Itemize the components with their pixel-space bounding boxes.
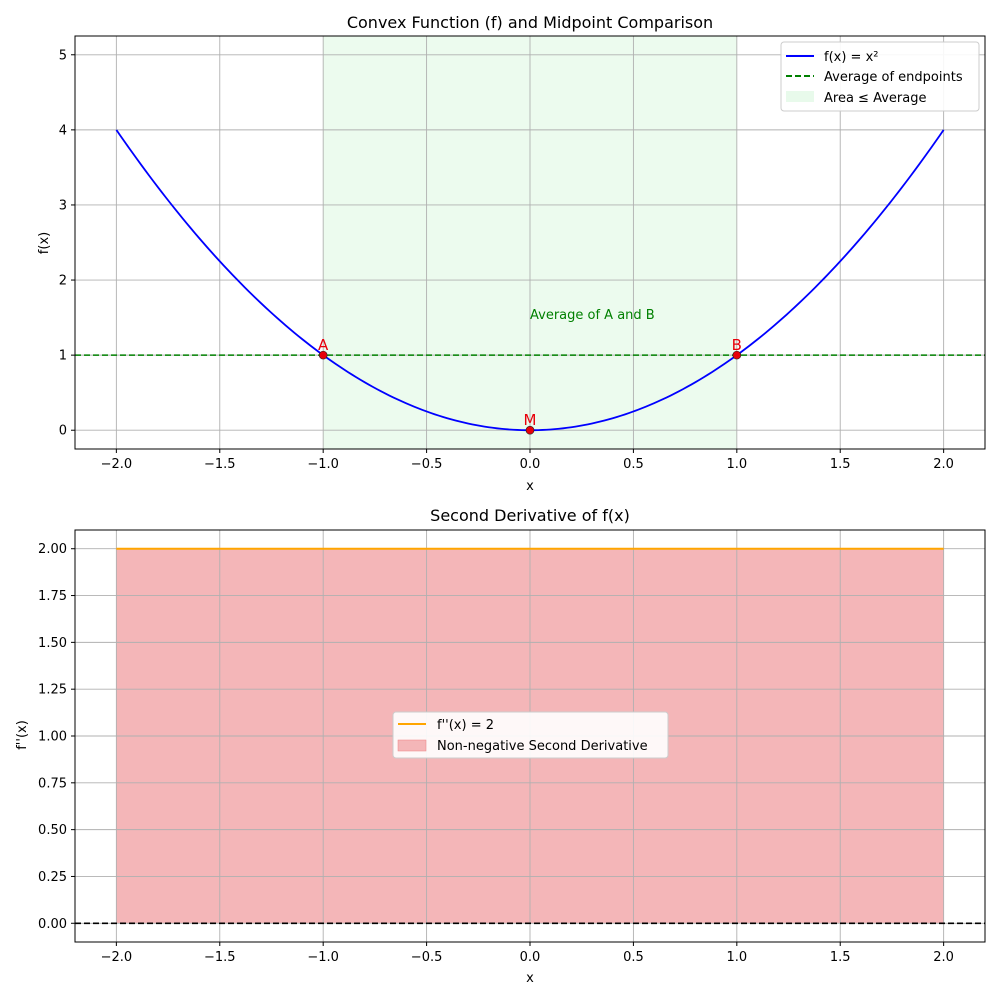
panel2-ytick-label: 0.00 (38, 917, 67, 932)
point-b (732, 350, 742, 360)
panel1-ytick-label: 3 (59, 198, 67, 213)
panel1-xtick-label: 0.5 (623, 457, 644, 472)
legend-label-second-derivative: f''(x) = 2 (437, 718, 494, 733)
panel2-legend-box (392, 711, 669, 759)
point-label-m: M (524, 411, 537, 429)
panel2-xtick-label: 1.0 (726, 950, 747, 965)
panel1-annotation: Average of A and B (530, 308, 655, 323)
legend-label-area: Area ≤ Average (824, 91, 926, 106)
panel1-yticks: 0 1 2 3 4 5 (59, 48, 75, 439)
panel2-xtick-label: −1.0 (307, 950, 339, 965)
panel2-xtick-label: 0.5 (623, 950, 644, 965)
panel2-xtick-label: −2.0 (101, 950, 133, 965)
legend-label-average: Average of endpoints (824, 70, 963, 85)
panel2-xticks: −2.0 −1.5 −1.0 −0.5 0.0 0.5 1.0 1.5 2.0 (101, 942, 954, 965)
panel2-lines-layer (75, 547, 985, 925)
panel2-ytick-label: 0.75 (38, 776, 67, 791)
panel2-legend: f''(x) = 2 Non-negative Second Derivativ… (392, 711, 669, 759)
legend-label-nonnegative: Non-negative Second Derivative (437, 739, 648, 754)
panel1-title: Convex Function (f) and Midpoint Compari… (347, 13, 713, 32)
panel1-xtick-label: −0.5 (411, 457, 443, 472)
panel1-ytick-label: 4 (59, 123, 67, 138)
point-label-b: B (732, 336, 742, 354)
panel2-ytick-label: 2.00 (38, 542, 67, 557)
panel1-xtick-label: −2.0 (101, 457, 133, 472)
panel1-legend: f(x) = x² Average of endpoints Area ≤ Av… (780, 41, 980, 112)
panel1-ylabel: f(x) (37, 232, 52, 254)
panel1-xlabel: x (526, 479, 534, 494)
panel1-xtick-label: 1.0 (726, 457, 747, 472)
panel2-ytick-label: 1.25 (38, 683, 67, 698)
panel1-legend-box (780, 41, 980, 112)
panel1-ytick-label: 0 (59, 424, 67, 439)
panel1-ytick-label: 1 (59, 349, 67, 364)
panel2-xtick-label: −0.5 (411, 950, 443, 965)
point-a (318, 350, 328, 360)
legend-label-fx: f(x) = x² (824, 50, 878, 65)
panel2-xlabel: x (526, 971, 534, 986)
panel2-ytick-label: 0.25 (38, 870, 67, 885)
second-derivative-panel: Second Derivative of f(x) x f''(x) −2.0−… (15, 506, 986, 986)
legend-swatch-area (786, 91, 814, 102)
convex-function-panel: Convex Function (f) and Midpoint Compari… (37, 13, 986, 494)
legend-swatch-nonnegative (397, 739, 427, 752)
panel2-xtick-label: 0.0 (520, 950, 541, 965)
panel2-ytick-label: 1.50 (38, 636, 67, 651)
panel2-title: Second Derivative of f(x) (430, 506, 630, 525)
panel1-xtick-label: −1.5 (204, 457, 236, 472)
panel1-xtick-label: 2.0 (933, 457, 954, 472)
panel1-xtick-label: −1.0 (307, 457, 339, 472)
panel2-xtick-label: 2.0 (933, 950, 954, 965)
panel1-xtick-label: 0.0 (520, 457, 541, 472)
panel2-xtick-label: 1.5 (830, 950, 851, 965)
panel1-ytick-label: 2 (59, 274, 67, 289)
panel2-xtick-label: −1.5 (204, 950, 236, 965)
panel1-xtick-label: 1.5 (830, 457, 851, 472)
panel2-yticks: 0.00 0.25 0.50 0.75 1.00 1.25 1.50 1.75 2.00 (38, 542, 75, 932)
panel2-ytick-label: 1.00 (38, 730, 67, 745)
point-m (525, 425, 535, 435)
panel1-points-layer: A B M (318, 336, 742, 435)
panel2-ylabel: f''(x) (15, 720, 30, 750)
panel2-ytick-label: 0.50 (38, 823, 67, 838)
point-label-a: A (318, 336, 329, 354)
panel1-ytick-label: 5 (59, 48, 67, 63)
panel1-xticks: −2.0 −1.5 −1.0 −0.5 0.0 0.5 1.0 1.5 2.0 (101, 449, 954, 472)
panel2-ytick-label: 1.75 (38, 589, 67, 604)
